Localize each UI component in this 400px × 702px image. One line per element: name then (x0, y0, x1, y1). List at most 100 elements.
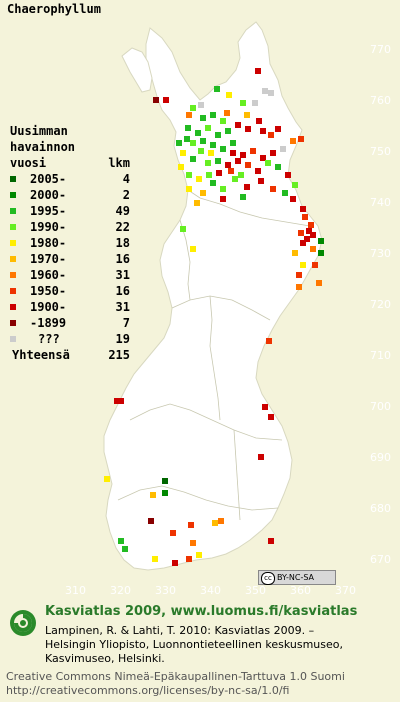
observation-dot (265, 160, 271, 166)
region-borders (117, 189, 311, 521)
observation-dot (268, 414, 274, 420)
observation-dot (310, 232, 316, 238)
legend-swatch (10, 192, 16, 198)
y-tick-label: 760 (370, 94, 391, 107)
observation-dot (275, 126, 281, 132)
x-tick-label: 310 (65, 584, 86, 597)
legend-swatch (10, 272, 16, 278)
observation-dot (195, 130, 201, 136)
observation-dot (114, 398, 120, 404)
observation-dot (215, 132, 221, 138)
observation-dot (270, 150, 276, 156)
legend-row: 1950- 16 (10, 283, 130, 299)
observation-dot (268, 538, 274, 544)
legend-row-count: 18 (115, 236, 130, 250)
observation-dot (280, 146, 286, 152)
legend-row-count: 31 (115, 268, 130, 282)
legend-row-label: 1950- (30, 284, 67, 298)
observation-dot (180, 226, 186, 232)
legend-swatch (10, 320, 16, 326)
observation-dot (162, 478, 168, 484)
observation-dot (266, 338, 272, 344)
observation-dot (258, 454, 264, 460)
y-tick-label: 770 (370, 43, 391, 56)
legend-heading-2: havainnon (10, 140, 76, 154)
legend-row: -1899 7 (10, 315, 130, 331)
observation-dot (208, 150, 214, 156)
observation-dot (162, 490, 168, 496)
observation-dot (190, 156, 196, 162)
observation-dot (118, 538, 124, 544)
observation-dot (232, 176, 238, 182)
observation-dot (186, 172, 192, 178)
observation-dot (153, 97, 159, 103)
legend: Uusimman havainnon vuosi lkm 2005- 4 2000-… (10, 123, 130, 363)
observation-dot (198, 102, 204, 108)
observation-dot (296, 272, 302, 278)
observation-dot (292, 250, 298, 256)
observation-dot (245, 126, 251, 132)
footer: Kasviatlas 2009, www.luomus.fi/kasviatla… (0, 600, 400, 702)
observation-dot (250, 148, 256, 154)
legend-row-count: 31 (115, 300, 130, 314)
footer-citation-3: Kasvimuseo, Helsinki. (45, 652, 165, 665)
y-tick-label: 730 (370, 247, 391, 260)
observation-dot (240, 152, 246, 158)
legend-row-count: 19 (115, 332, 130, 346)
legend-header-row: vuosi lkm (10, 155, 130, 171)
finland-land (103, 21, 323, 571)
observation-dot (214, 86, 220, 92)
observation-dot (310, 246, 316, 252)
map-title: Chaerophyllum (7, 2, 101, 16)
observation-dot (198, 148, 204, 154)
observation-dot (318, 238, 324, 244)
footer-headline: Kasviatlas 2009, www.luomus.fi/kasviatla… (45, 604, 358, 619)
legend-total-count: 215 (108, 348, 130, 362)
observation-dot (210, 142, 216, 148)
observation-dot (316, 280, 322, 286)
observation-dot (282, 190, 288, 196)
observation-dot (186, 186, 192, 192)
observation-dot (255, 68, 261, 74)
y-tick-label: 680 (370, 502, 391, 515)
observation-dot (255, 168, 261, 174)
observation-dot (184, 136, 190, 142)
observation-dot (194, 200, 200, 206)
observation-dot (302, 214, 308, 220)
observation-dot (244, 184, 250, 190)
observation-dot (190, 140, 196, 146)
x-tick-label: 330 (155, 584, 176, 597)
observation-dot (252, 100, 258, 106)
legend-row-label: 1960- (30, 268, 67, 282)
legend-swatch (10, 336, 16, 342)
legend-row: 1900- 31 (10, 299, 130, 315)
observation-dot (296, 284, 302, 290)
observation-dot (258, 178, 264, 184)
x-tick-label: 360 (290, 584, 311, 597)
observation-dot (205, 125, 211, 131)
observation-dot (216, 170, 222, 176)
y-tick-label: 750 (370, 145, 391, 158)
observation-dot (285, 172, 291, 178)
observation-dot (235, 122, 241, 128)
footer-citation-1: Lampinen, R. & Lahti, T. 2010: Kasviatla… (45, 624, 315, 637)
observation-dot (210, 180, 216, 186)
legend-row: ??? 19 (10, 331, 130, 347)
legend-row: 2000- 2 (10, 187, 130, 203)
legend-row-label: 1980- (30, 236, 67, 250)
observation-dot (225, 128, 231, 134)
kasviatlas-logo-icon (10, 610, 36, 636)
cc-license-badge[interactable]: cc BY-NC-SA (258, 570, 336, 585)
y-tick-label: 740 (370, 196, 391, 209)
legend-swatch (10, 240, 16, 246)
legend-row: 1960- 31 (10, 267, 130, 283)
y-tick-label: 690 (370, 451, 391, 464)
legend-row-label: 1970- (30, 252, 67, 266)
legend-total-row: Yhteensä 215 (10, 347, 130, 363)
observation-dot (196, 176, 202, 182)
footer-license-2[interactable]: http://creativecommons.org/licenses/by-n… (6, 684, 290, 697)
observation-dot (275, 164, 281, 170)
observation-dot (152, 556, 158, 562)
observation-dot (230, 150, 236, 156)
legend-row-count: 49 (115, 204, 130, 218)
